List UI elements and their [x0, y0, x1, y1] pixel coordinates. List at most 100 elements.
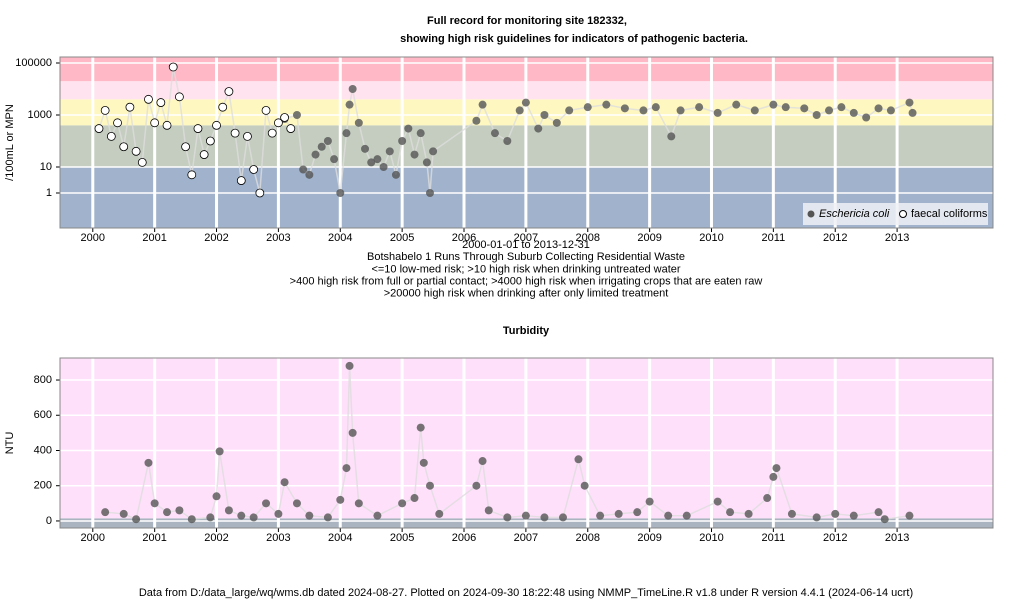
data-point	[503, 136, 512, 145]
note: >20000 high risk when drinking after onl…	[384, 288, 669, 300]
data-point	[429, 147, 438, 156]
data-point	[292, 110, 301, 119]
legend-marker	[899, 210, 907, 218]
y-tick-label: 200	[34, 480, 52, 492]
data-point	[849, 511, 858, 520]
data-point	[425, 481, 434, 490]
data-point	[305, 511, 314, 520]
data-point	[825, 106, 834, 115]
data-point	[317, 142, 326, 151]
data-point	[540, 513, 549, 522]
data-point	[639, 106, 648, 115]
data-point	[515, 106, 524, 115]
data-point	[150, 499, 159, 508]
y-axis-label: NTU	[4, 432, 16, 455]
data-point	[905, 98, 914, 107]
data-point	[484, 506, 493, 515]
data-point	[664, 511, 673, 520]
data-point	[243, 132, 252, 141]
data-point	[280, 478, 289, 487]
x-tick-label: 2006	[452, 532, 476, 544]
data-point	[398, 499, 407, 508]
x-tick-label: 2002	[204, 232, 228, 244]
data-point	[614, 509, 623, 518]
x-tick-label: 2013	[885, 532, 909, 544]
y-tick-label: 400	[34, 444, 52, 456]
data-point	[348, 84, 357, 93]
chart-title: Full record for monitoring site 182332,	[427, 15, 627, 27]
data-point	[521, 98, 530, 107]
data-point	[212, 492, 221, 501]
data-point	[113, 118, 122, 128]
data-point	[744, 509, 753, 518]
data-point	[323, 513, 332, 522]
legend: Eschericia coli faecal coliforms	[803, 203, 988, 225]
data-point	[280, 113, 289, 122]
data-point	[837, 103, 846, 112]
data-point	[831, 509, 840, 518]
data-point	[175, 92, 184, 102]
data-point	[345, 100, 354, 109]
data-point	[345, 361, 354, 370]
data-point	[435, 509, 444, 518]
data-point	[763, 494, 772, 503]
data-point	[726, 508, 735, 517]
data-point	[94, 124, 104, 133]
data-point	[215, 447, 224, 456]
data-point	[503, 513, 512, 522]
x-tick-label: 2002	[204, 532, 228, 544]
data-point	[305, 170, 314, 179]
x-tick-label: 2006	[452, 232, 476, 244]
data-point	[410, 150, 419, 159]
data-point	[410, 494, 419, 503]
data-point	[163, 508, 172, 517]
data-point	[667, 132, 676, 141]
data-point	[602, 100, 611, 109]
data-point	[416, 129, 425, 138]
data-point	[633, 508, 642, 517]
data-point	[156, 98, 166, 107]
data-point	[274, 118, 283, 128]
data-point	[908, 108, 917, 117]
data-point	[419, 458, 428, 467]
data-point	[391, 170, 400, 179]
note: <=10 low-med risk; >10 high risk when dr…	[371, 263, 680, 275]
data-point	[574, 455, 583, 464]
data-point	[354, 118, 363, 127]
data-point	[905, 511, 914, 520]
data-point	[880, 515, 889, 524]
data-point	[205, 136, 215, 146]
data-point	[299, 165, 308, 174]
data-point	[373, 155, 382, 164]
data-point	[274, 509, 283, 518]
x-tick-label: 2012	[823, 532, 847, 544]
data-point	[137, 158, 147, 167]
data-point	[125, 102, 135, 112]
legend-label: faecal coliforms	[911, 208, 988, 220]
data-point	[249, 513, 258, 522]
data-point	[651, 103, 660, 112]
data-point	[224, 506, 233, 515]
legend-box	[803, 203, 988, 225]
data-point	[206, 513, 215, 522]
x-tick-label: 2001	[142, 232, 166, 244]
x-tick-label: 2011	[762, 232, 786, 244]
data-point	[342, 464, 351, 473]
data-point	[236, 176, 246, 185]
plot-frame	[59, 56, 994, 229]
data-point	[800, 104, 809, 113]
data-point	[787, 509, 796, 518]
x-tick-label: 2007	[514, 232, 538, 244]
x-tick-label: 2011	[762, 532, 786, 544]
footer: Data from D:/data_large/wq/wms.db dated …	[139, 587, 913, 599]
data-point	[187, 170, 197, 180]
x-tick-label: 2009	[637, 532, 661, 544]
x-tick-label: 2004	[328, 532, 352, 544]
series-line	[105, 365, 910, 521]
note: >400 high risk from full or partial cont…	[290, 276, 763, 288]
data-point	[354, 499, 363, 508]
data-point	[132, 515, 141, 524]
y-tick-label: 10	[40, 161, 52, 173]
data-point	[490, 129, 499, 138]
